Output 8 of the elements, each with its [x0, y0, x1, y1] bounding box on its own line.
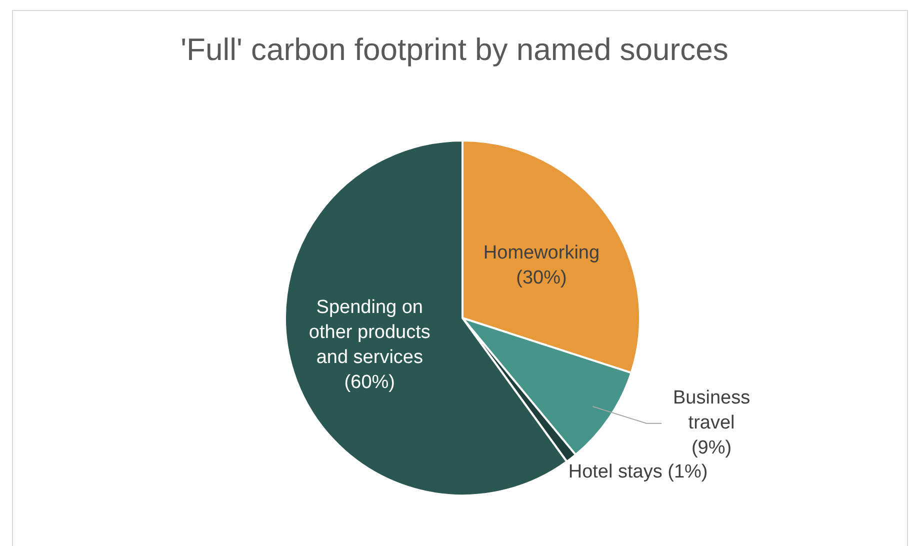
slice-label: Business travel [672, 388, 750, 434]
slice-label: Hotel stays (1%) [568, 461, 708, 482]
slice-label: Spending on other products and services [308, 297, 430, 368]
slice-label: Homeworking [483, 242, 600, 264]
data-label: (30%) [516, 268, 567, 289]
data-label: (60%) [344, 372, 395, 394]
chart-title: 'Full' carbon footprint by named sources [180, 32, 730, 68]
data-label: (9%) [691, 438, 732, 459]
